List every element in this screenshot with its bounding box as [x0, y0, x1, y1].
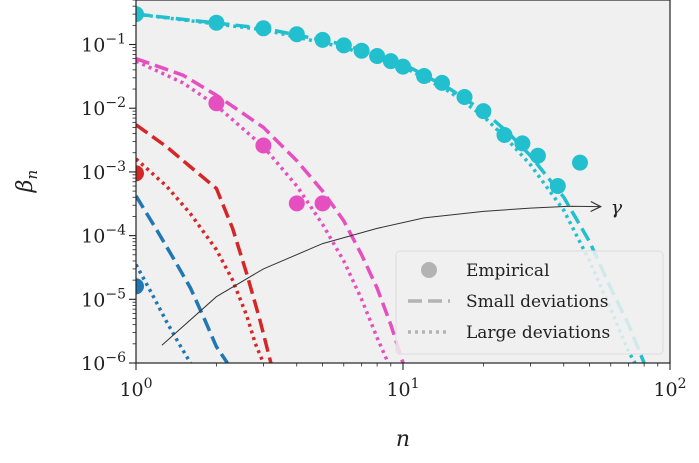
- empirical-point-magenta-0: [208, 95, 225, 112]
- small-deviation-line-red: [136, 123, 273, 363]
- empirical-point-cyan-4: [314, 31, 331, 48]
- y-tick-label-2: 10−3: [81, 159, 126, 184]
- large-deviation-line-red: [136, 157, 266, 363]
- y-axis-label: βn: [13, 170, 41, 193]
- legend-label-small-deviations: Small deviations: [466, 292, 608, 312]
- empirical-point-cyan-0: [136, 6, 144, 23]
- empirical-point-cyan-18: [572, 154, 588, 171]
- empirical-point-magenta-3: [314, 195, 331, 212]
- y-tick-label-5: 10−6: [81, 350, 126, 375]
- empirical-point-cyan-14: [496, 127, 513, 143]
- y-axis-label-base: β: [13, 179, 38, 193]
- y-tick-label-0: 10−1: [81, 32, 126, 57]
- empirical-point-cyan-1: [208, 14, 225, 31]
- empirical-point-cyan-3: [288, 26, 305, 43]
- empirical-point-cyan-16: [529, 147, 546, 164]
- gamma-annotation-label: γ: [611, 197, 623, 219]
- empirical-point-blue-0: [136, 278, 144, 295]
- legend-box: [395, 250, 664, 355]
- y-axis-label-sub: n: [23, 170, 41, 180]
- empirical-point-cyan-8: [382, 53, 399, 70]
- empirical-point-cyan-12: [456, 89, 473, 105]
- empirical-point-cyan-7: [369, 48, 386, 64]
- x-axis-label: n: [396, 427, 410, 452]
- empirical-point-cyan-13: [475, 103, 492, 120]
- empirical-point-magenta-2: [288, 195, 305, 212]
- empirical-point-cyan-9: [395, 58, 411, 75]
- empirical-point-cyan-5: [335, 37, 352, 54]
- x-tick-label-1: 101: [386, 376, 419, 401]
- y-tick-label-1: 10−2: [81, 95, 126, 120]
- large-deviation-line-blue: [136, 263, 193, 363]
- legend-label-large-deviations: Large deviations: [466, 323, 610, 343]
- legend-marker-empirical: [421, 262, 437, 278]
- gamma-arrow-line: [161, 205, 601, 346]
- empirical-point-red-0: [136, 165, 144, 182]
- empirical-point-cyan-10: [416, 68, 433, 84]
- large-deviation-line-magenta: [136, 59, 390, 363]
- x-tick-label-0: 100: [119, 376, 152, 401]
- empirical-point-cyan-6: [353, 42, 370, 59]
- y-tick-label-3: 10−4: [81, 223, 126, 248]
- small-deviation-line-magenta: [136, 57, 405, 363]
- y-tick-label-4: 10−5: [81, 286, 126, 311]
- empirical-point-cyan-17: [549, 178, 566, 194]
- x-tick-label-2: 102: [653, 376, 686, 401]
- legend-label-empirical: Empirical: [466, 261, 550, 281]
- empirical-point-cyan-11: [434, 74, 450, 91]
- empirical-point-cyan-15: [514, 135, 531, 152]
- empirical-point-magenta-1: [255, 137, 272, 154]
- empirical-point-cyan-2: [255, 20, 272, 37]
- gamma-arrow-head: [590, 200, 603, 213]
- small-deviation-line-blue: [136, 194, 229, 363]
